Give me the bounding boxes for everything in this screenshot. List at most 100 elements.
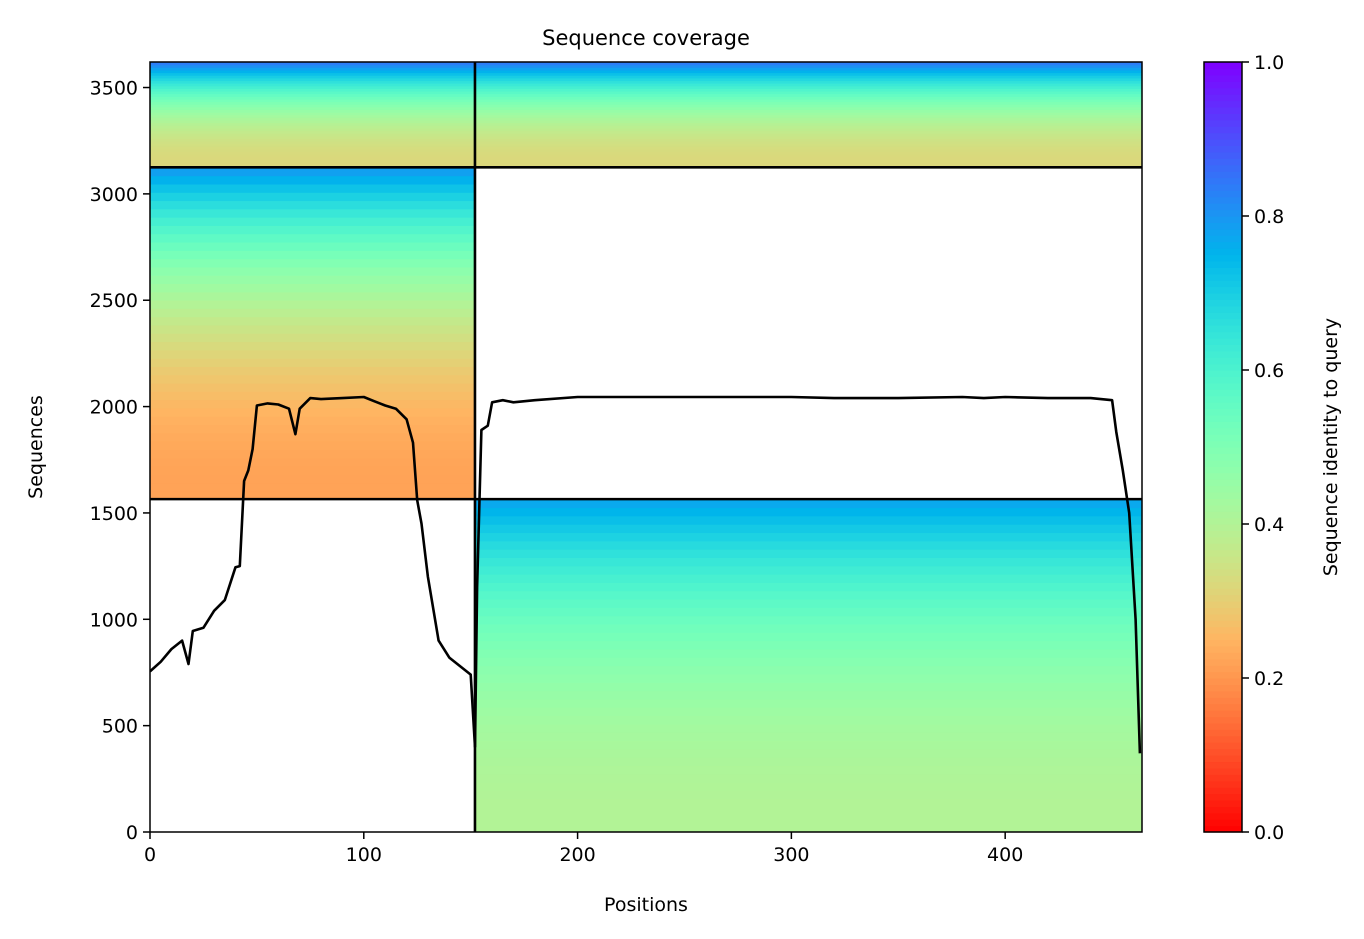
heatmap-band [150,127,1142,132]
y-tick-label: 3500 [90,78,138,100]
colorbar-segment [1204,267,1242,275]
heatmap-band [150,143,1142,147]
heatmap-band [474,499,1142,509]
heatmap-band [474,782,1142,791]
colorbar-segment [1204,325,1242,333]
colorbar-segment [1204,87,1242,95]
x-tick-label: 100 [346,844,382,866]
colorbar-segment [1204,742,1242,750]
heatmap-band [474,524,1142,534]
heatmap-band [150,275,475,285]
heatmap-band [474,732,1142,742]
colorbar-segment [1204,748,1242,756]
heatmap-band [474,740,1142,750]
colorbar-segment [1204,594,1242,602]
heatmap-band [150,114,1142,118]
heatmap-band [150,151,1142,155]
heatmap-band [150,266,475,276]
heatmap-band [150,159,1142,163]
colorbar-segment [1204,293,1242,301]
colorbar-segment [1204,536,1242,544]
heatmap-band [474,748,1142,758]
heatmap-band [150,72,1142,76]
colorbar-segment [1204,337,1242,345]
colorbar-segment [1204,305,1242,313]
heatmap-band [150,156,1142,160]
colorbar-segment [1204,209,1242,217]
heatmap-band [150,85,1142,89]
colorbar-segment [1204,588,1242,596]
heatmap-band [150,104,1142,108]
heatmap-band [150,183,475,193]
heatmap-band [150,112,1142,116]
heatmap-band [150,117,1142,121]
colorbar-segment [1204,517,1242,525]
colorbar-segment [1204,254,1242,262]
heatmap-band [150,358,475,367]
coverage-heatmap [150,62,1142,832]
colorbar-segment [1204,196,1242,204]
colorbar-segment [1204,363,1242,371]
y-tick-label: 2500 [90,290,138,312]
heatmap-band [150,233,475,243]
colorbar-segment [1204,562,1242,570]
colorbar-segment [1204,806,1242,814]
heatmap-band [150,366,475,376]
colorbar-segment [1204,286,1242,294]
colorbar-segment [1204,119,1242,127]
colorbar-segment [1204,543,1242,551]
colorbar-segment [1204,735,1242,743]
coverage-line [150,395,1142,754]
heatmap-band [474,657,1142,667]
colorbar-segment [1204,94,1242,102]
colorbar-segment [1204,787,1242,795]
colorbar-segment [1204,620,1242,628]
heatmap-band [474,690,1142,700]
colorbar-segment [1204,684,1242,692]
colorbar-segment [1204,799,1242,807]
heatmap-band [150,465,475,475]
heatmap-band [150,407,475,417]
heatmap-band [474,665,1142,675]
colorbar-segment [1204,106,1242,114]
heatmap-band [150,316,475,326]
heatmap-band [150,399,475,409]
heatmap-band [150,333,475,343]
colorbar-segment [1204,703,1242,711]
heatmap-band [150,75,1142,79]
heatmap-band [474,715,1142,725]
heatmap-band [150,93,1142,97]
colorbar-segment [1204,350,1242,358]
colorbar-segment [1204,395,1242,403]
colorbar-segment [1204,774,1242,782]
heatmap-band [150,140,1142,145]
heatmap-band [474,823,1142,832]
heatmap-band [150,241,475,251]
colorbar-segment [1204,459,1242,467]
x-axis-label: Positions [604,894,688,916]
heatmap-band [150,138,1142,142]
colorbar-segment [1204,318,1242,326]
heatmap-band [150,308,475,318]
colorbar-segment [1204,498,1242,506]
heatmap-band [150,148,1142,153]
heatmap-band [150,449,475,459]
colorbar-segment [1204,260,1242,268]
y-tick-label: 1000 [90,609,138,631]
heatmap-band [150,83,1142,87]
colorbar-segment [1204,331,1242,339]
heatmap-band [150,90,1142,95]
colorbar-segment [1204,344,1242,352]
x-tick-label: 200 [559,844,595,866]
heatmap-band [474,757,1142,767]
chart-title: Sequence coverage [542,26,750,50]
colorbar-segment [1204,671,1242,679]
colorbar-segment [1204,626,1242,634]
heatmap-band [474,707,1142,717]
colorbar-segment [1204,658,1242,666]
heatmap-band [150,474,475,484]
heatmap-band [150,374,475,384]
colorbar-segment [1204,139,1242,147]
heatmap-band [474,682,1142,692]
colorbar-segment [1204,479,1242,487]
